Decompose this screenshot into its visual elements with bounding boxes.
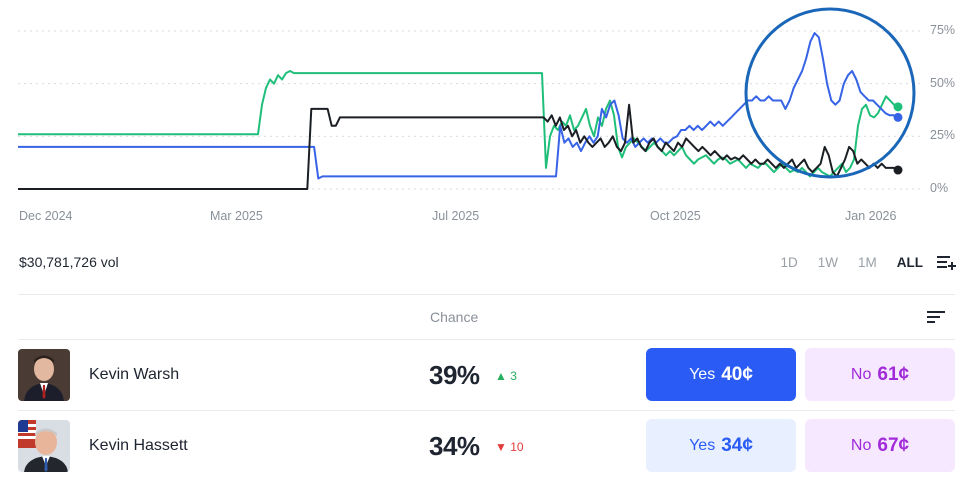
chance-value: 39% [429,360,480,390]
chance-change: ▲ 3 [495,369,517,383]
no-label: No [850,365,872,383]
chance-change: ▼ 10 [495,440,524,454]
range-selector: 1D 1W 1M ALL [760,254,957,270]
outcome-name: Kevin Warsh [89,366,180,383]
no-price: 61¢ [877,363,910,385]
x-tick-label: Oct 2025 [650,209,701,223]
x-tick-label: Mar 2025 [210,209,263,223]
avatar [18,420,70,472]
series-line-1 [18,32,899,180]
chance-value: 34% [429,431,480,461]
divider [18,410,955,411]
y-tick-label: 50% [930,75,956,90]
yes-label: Yes [689,436,716,454]
yes-price: 40¢ [721,363,753,385]
buy-no-button[interactable]: No 67¢ [805,419,955,472]
series-end-dot-1 [893,112,903,122]
outcome-row-warsh[interactable]: Kevin Warsh 39% ▲ 3 Yes 40¢ No 61¢ [18,340,955,410]
y-tick-label: 25% [930,128,956,143]
divider [18,294,955,295]
divider [18,339,955,340]
no-price: 67¢ [877,434,910,456]
chart-end-dots [893,102,903,175]
triangle-down-icon: ▼ [495,440,507,454]
buy-yes-button[interactable]: Yes 40¢ [646,348,796,401]
change-value: 10 [510,440,524,454]
yes-label: Yes [689,365,716,383]
series-line-2 [18,103,899,190]
range-all[interactable]: ALL [896,254,923,270]
chance-header: Chance [430,309,479,325]
buy-yes-button[interactable]: Yes 34¢ [646,419,796,472]
x-tick-label: Jul 2025 [432,209,480,223]
x-tick-label: Jan 2026 [845,209,897,223]
range-1w[interactable]: 1W [817,254,838,270]
triangle-up-icon: ▲ [495,369,507,383]
outcome-row-hassett[interactable]: Kevin Hassett 34% ▼ 10 Yes 34¢ No 67¢ [18,411,955,481]
highlight-circle [744,7,916,179]
x-tick-label: Dec 2024 [19,209,73,223]
y-tick-label: 75% [930,23,956,37]
range-1m[interactable]: 1M [857,254,877,270]
avatar [18,349,70,401]
chart-lines [18,32,899,190]
add-filter-icon[interactable] [937,254,957,270]
outcome-name: Kevin Hassett [89,437,188,454]
sort-icon[interactable] [927,310,945,324]
range-1d[interactable]: 1D [780,254,798,270]
series-end-dot-2 [893,165,903,175]
price-chart[interactable] [0,0,975,205]
series-end-dot-0 [893,102,903,112]
volume-text: $30,781,726 vol [19,254,119,270]
no-label: No [850,436,872,454]
y-tick-label: 0% [930,181,949,195]
change-value: 3 [510,369,517,383]
buy-no-button[interactable]: No 61¢ [805,348,955,401]
yes-price: 34¢ [721,434,753,456]
